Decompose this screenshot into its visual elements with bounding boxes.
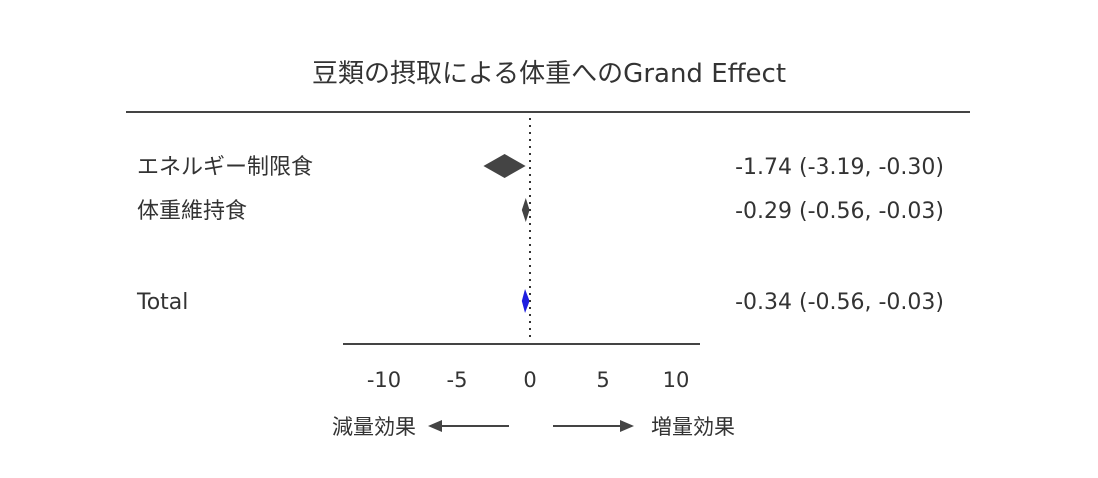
x-tick-label: 0 (523, 368, 536, 392)
row-ci-text: -0.34 (-0.56, -0.03) (735, 290, 944, 315)
ticks-group: -10 -5 0 5 10 (367, 368, 690, 392)
estimate-diamond (483, 154, 526, 178)
arrow-right-icon (553, 420, 634, 432)
direction-right-label: 増量効果 (651, 415, 735, 439)
row-ci-text: -1.74 (-3.19, -0.30) (735, 155, 944, 180)
forest-row: Total -0.34 (-0.56, -0.03) (136, 289, 944, 315)
arrow-left-icon (428, 420, 509, 432)
estimate-diamond (521, 198, 530, 222)
estimate-diamond (521, 289, 530, 313)
row-label: Total (136, 290, 188, 315)
x-tick-label: 10 (663, 368, 690, 392)
direction-left-label: 減量効果 (332, 415, 416, 439)
x-tick-label: 5 (596, 368, 609, 392)
row-label: エネルギー制限食 (137, 155, 313, 180)
chart-title: 豆類の摂取による体重へのGrand Effect (312, 59, 786, 89)
rows-group: エネルギー制限食 -1.74 (-3.19, -0.30) 体重維持食 -0.29 (… (136, 154, 944, 315)
forest-row: 体重維持食 -0.29 (-0.56, -0.03) (137, 198, 944, 224)
row-label: 体重維持食 (137, 199, 247, 224)
forest-row: エネルギー制限食 -1.74 (-3.19, -0.30) (137, 154, 944, 180)
x-tick-label: -5 (447, 368, 468, 392)
x-tick-label: -10 (367, 368, 401, 392)
row-ci-text: -0.29 (-0.56, -0.03) (735, 199, 944, 224)
